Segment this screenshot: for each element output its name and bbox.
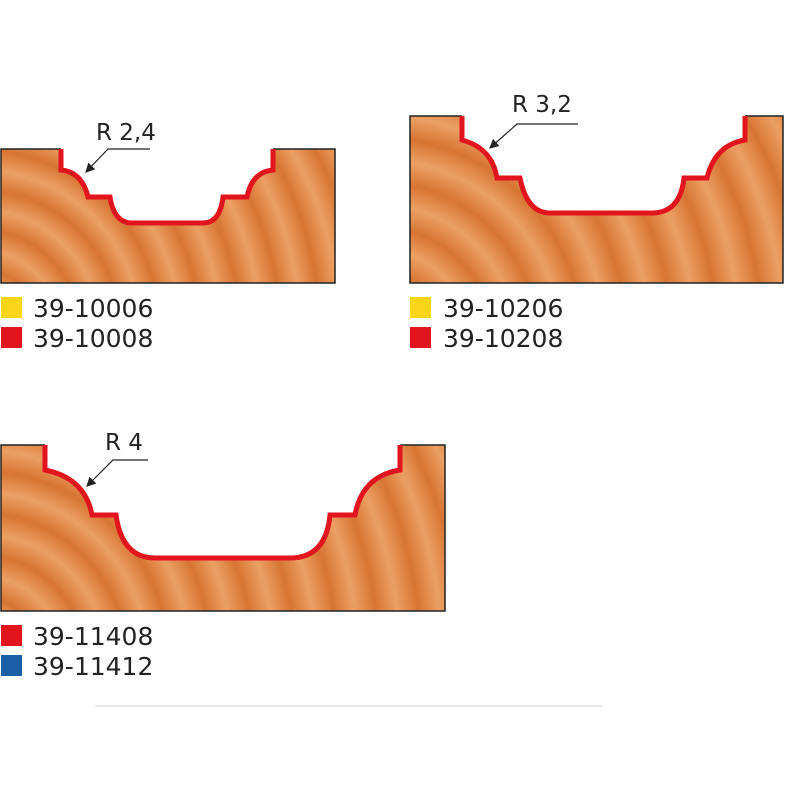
radius-label: R 2,4 bbox=[96, 120, 156, 146]
radius-leader-line bbox=[489, 123, 578, 149]
color-swatch-blue bbox=[1, 655, 22, 676]
profile-edge bbox=[459, 116, 748, 216]
profile-cut bbox=[45, 444, 400, 558]
profile-2: R 3,2 39-10206 39-10208 bbox=[409, 92, 784, 353]
color-swatch-red bbox=[1, 327, 22, 348]
product-code: 39-10208 bbox=[443, 324, 563, 353]
product-code: 39-10206 bbox=[443, 294, 563, 323]
color-swatch-red bbox=[1, 625, 22, 646]
color-swatch-yellow bbox=[410, 297, 431, 318]
profile-edge bbox=[58, 149, 276, 226]
color-swatch-yellow bbox=[1, 297, 22, 318]
radius-leader-line bbox=[86, 459, 148, 487]
profile-1: R 2,4 39-10006 39-10008 bbox=[0, 120, 336, 353]
color-swatch-red bbox=[410, 327, 431, 348]
radius-label: R 3,2 bbox=[512, 92, 572, 118]
product-code: 39-10006 bbox=[33, 294, 153, 323]
radius-label: R 4 bbox=[105, 430, 143, 456]
product-code: 39-10008 bbox=[33, 324, 153, 353]
profile-edge bbox=[42, 445, 403, 561]
profile-cut bbox=[462, 115, 745, 213]
product-code: 39-11412 bbox=[33, 652, 153, 681]
profile-3: R 4 39-11408 39-11412 bbox=[0, 430, 446, 681]
product-code: 39-11408 bbox=[33, 622, 153, 651]
radius-leader-line bbox=[85, 148, 150, 173]
